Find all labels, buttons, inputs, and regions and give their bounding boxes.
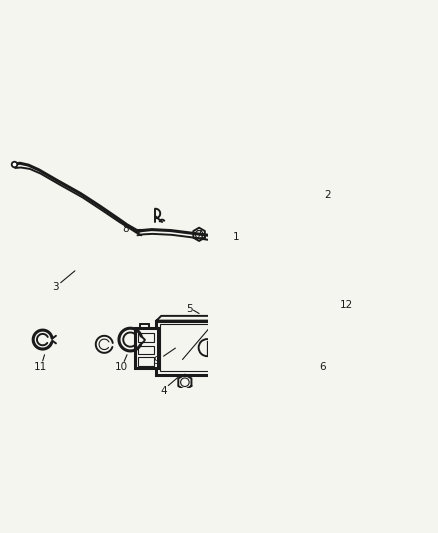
Bar [138,346,154,354]
Circle shape [287,304,302,319]
Bar [138,357,154,366]
Text: 11: 11 [34,362,47,372]
Text: 9: 9 [153,356,160,366]
Text: 7: 7 [195,230,201,240]
Bar [232,244,241,249]
Bar [232,252,241,257]
Bar [156,321,258,375]
Text: 1: 1 [233,232,240,241]
Circle shape [307,282,314,290]
Bar [135,328,158,368]
Text: 4: 4 [160,386,167,396]
Circle shape [306,259,315,267]
Text: 2: 2 [324,190,330,200]
Text: 8: 8 [122,224,129,233]
Text: 10: 10 [114,362,127,372]
Text: 3: 3 [53,282,59,293]
Bar [138,334,154,342]
Text: 12: 12 [339,301,353,310]
Bar [232,260,241,265]
Text: 5: 5 [186,304,193,314]
Bar [242,239,284,274]
Text: 6: 6 [319,362,326,372]
Bar [232,269,241,274]
Bar [160,325,254,372]
